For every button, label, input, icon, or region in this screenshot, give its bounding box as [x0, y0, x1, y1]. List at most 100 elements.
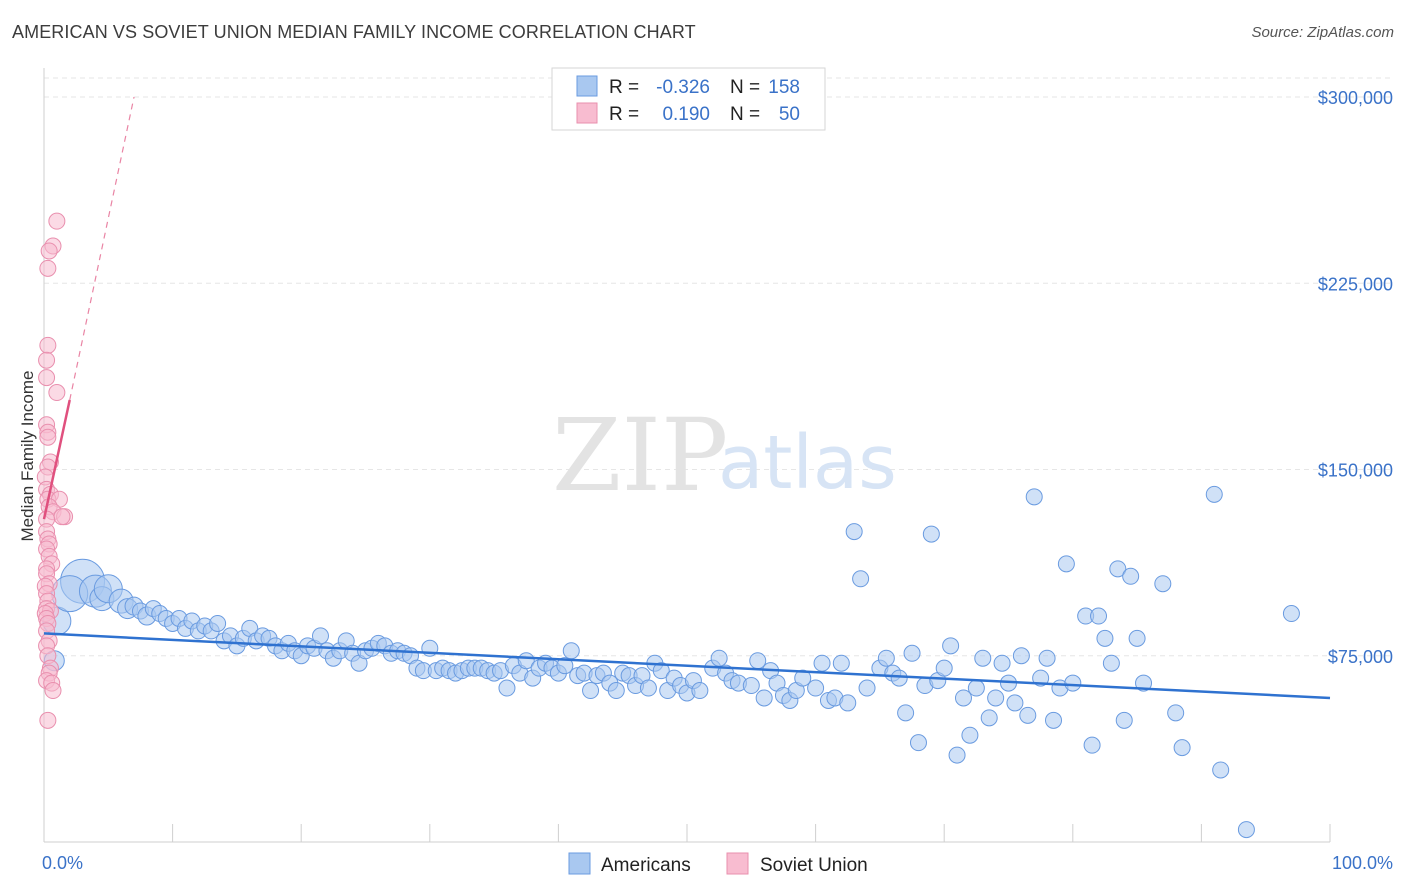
legend-swatch-soviet-union — [576, 102, 598, 124]
point-americans — [794, 669, 812, 687]
x-tick-label: 100.0% — [1332, 853, 1393, 873]
point-americans — [652, 662, 670, 680]
x-tick-labels: 0.0% 100.0% — [42, 853, 1393, 873]
point-americans — [980, 709, 998, 727]
point-americans — [942, 637, 960, 655]
point-americans — [832, 654, 850, 672]
point-americans — [897, 704, 915, 722]
point-americans — [1173, 739, 1191, 757]
gridlines — [44, 77, 1392, 657]
point-soviet-union — [38, 369, 56, 387]
point-americans — [582, 682, 600, 700]
point-americans — [1237, 821, 1255, 839]
point-soviet-union — [38, 351, 56, 369]
point-americans — [1135, 674, 1153, 692]
point-soviet-union — [39, 259, 57, 277]
point-americans — [556, 657, 574, 675]
point-soviet-union — [39, 428, 57, 446]
point-americans — [710, 649, 728, 667]
point-americans — [1057, 555, 1075, 573]
legend-r-label: R = — [609, 77, 639, 98]
chart-title: AMERICAN VS SOVIET UNION MEDIAN FAMILY I… — [12, 22, 696, 42]
point-americans — [903, 644, 921, 662]
point-americans — [858, 679, 876, 697]
point-americans — [877, 649, 895, 667]
point-americans — [1006, 694, 1024, 712]
point-americans — [1212, 761, 1230, 779]
bottom-legend-americans: Americans — [601, 855, 691, 876]
point-americans — [755, 689, 773, 707]
point-americans — [1025, 488, 1043, 506]
point-americans — [987, 689, 1005, 707]
point-soviet-union — [39, 711, 57, 729]
legend: R = -0.326 N = 158 R = 0.190 N = 50 — [551, 67, 826, 131]
point-americans — [562, 642, 580, 660]
point-americans — [839, 694, 857, 712]
point-americans — [1083, 736, 1101, 754]
trend-line-soviet-union-extended — [69, 96, 135, 401]
bottom-legend-soviet-union: Soviet Union — [760, 855, 868, 876]
point-americans — [607, 682, 625, 700]
point-americans — [974, 649, 992, 667]
legend-n-value: 50 — [779, 104, 800, 125]
point-americans — [498, 679, 516, 697]
point-americans — [954, 689, 972, 707]
point-soviet-union — [39, 336, 57, 354]
point-americans — [1109, 560, 1127, 578]
point-americans — [691, 682, 709, 700]
point-soviet-union — [48, 384, 66, 402]
trend-line-americans — [43, 632, 1331, 700]
watermark-atlas: atlas — [718, 420, 897, 506]
point-americans — [1167, 704, 1185, 722]
legend-n-value: 158 — [768, 77, 800, 98]
point-americans — [1205, 485, 1223, 503]
point-americans — [311, 627, 329, 645]
trend-line-soviet-union — [42, 399, 71, 520]
legend-r-label: R = — [609, 104, 639, 125]
point-americans — [961, 726, 979, 744]
point-americans — [1282, 605, 1300, 623]
bottom-legend: Americans Soviet Union — [568, 852, 868, 876]
point-americans — [639, 679, 657, 697]
y-tick-labels: $75,000 $150,000 $225,000 $300,000 — [1318, 88, 1393, 667]
point-americans — [1019, 706, 1037, 724]
y-tick-label: $75,000 — [1328, 647, 1393, 667]
point-americans — [1038, 649, 1056, 667]
point-americans — [1045, 711, 1063, 729]
series-americans — [42, 485, 1300, 839]
y-tick-label: $150,000 — [1318, 461, 1393, 481]
point-americans — [1122, 567, 1140, 585]
x-tick-label: 0.0% — [42, 853, 83, 873]
point-americans — [948, 746, 966, 764]
point-americans — [967, 679, 985, 697]
y-axis-label: Median Family Income — [18, 370, 37, 541]
point-americans — [1090, 607, 1108, 625]
bottom-legend-swatch-soviet-union — [726, 852, 749, 875]
point-americans — [852, 570, 870, 588]
point-americans — [807, 679, 825, 697]
legend-r-value: -0.326 — [656, 77, 710, 98]
point-americans — [1154, 575, 1172, 593]
point-americans — [1012, 647, 1030, 665]
bottom-legend-swatch-americans — [568, 852, 591, 875]
point-americans — [993, 654, 1011, 672]
series-soviet-union — [36, 212, 74, 729]
y-tick-label: $300,000 — [1318, 88, 1393, 108]
point-soviet-union — [44, 682, 62, 700]
point-soviet-union — [53, 508, 71, 526]
point-americans — [209, 614, 227, 632]
point-soviet-union — [40, 242, 58, 260]
point-americans — [1128, 629, 1146, 647]
chart-source: Source: ZipAtlas.com — [1251, 24, 1394, 41]
legend-n-label: N = — [730, 77, 760, 98]
y-tick-label: $225,000 — [1318, 274, 1393, 294]
point-americans — [1115, 711, 1133, 729]
watermark-zip: ZIP — [552, 397, 728, 514]
point-americans — [1102, 654, 1120, 672]
trend-lines — [42, 96, 1331, 700]
legend-n-label: N = — [730, 104, 760, 125]
point-americans — [1064, 674, 1082, 692]
point-americans — [742, 677, 760, 695]
point-americans — [935, 659, 953, 677]
